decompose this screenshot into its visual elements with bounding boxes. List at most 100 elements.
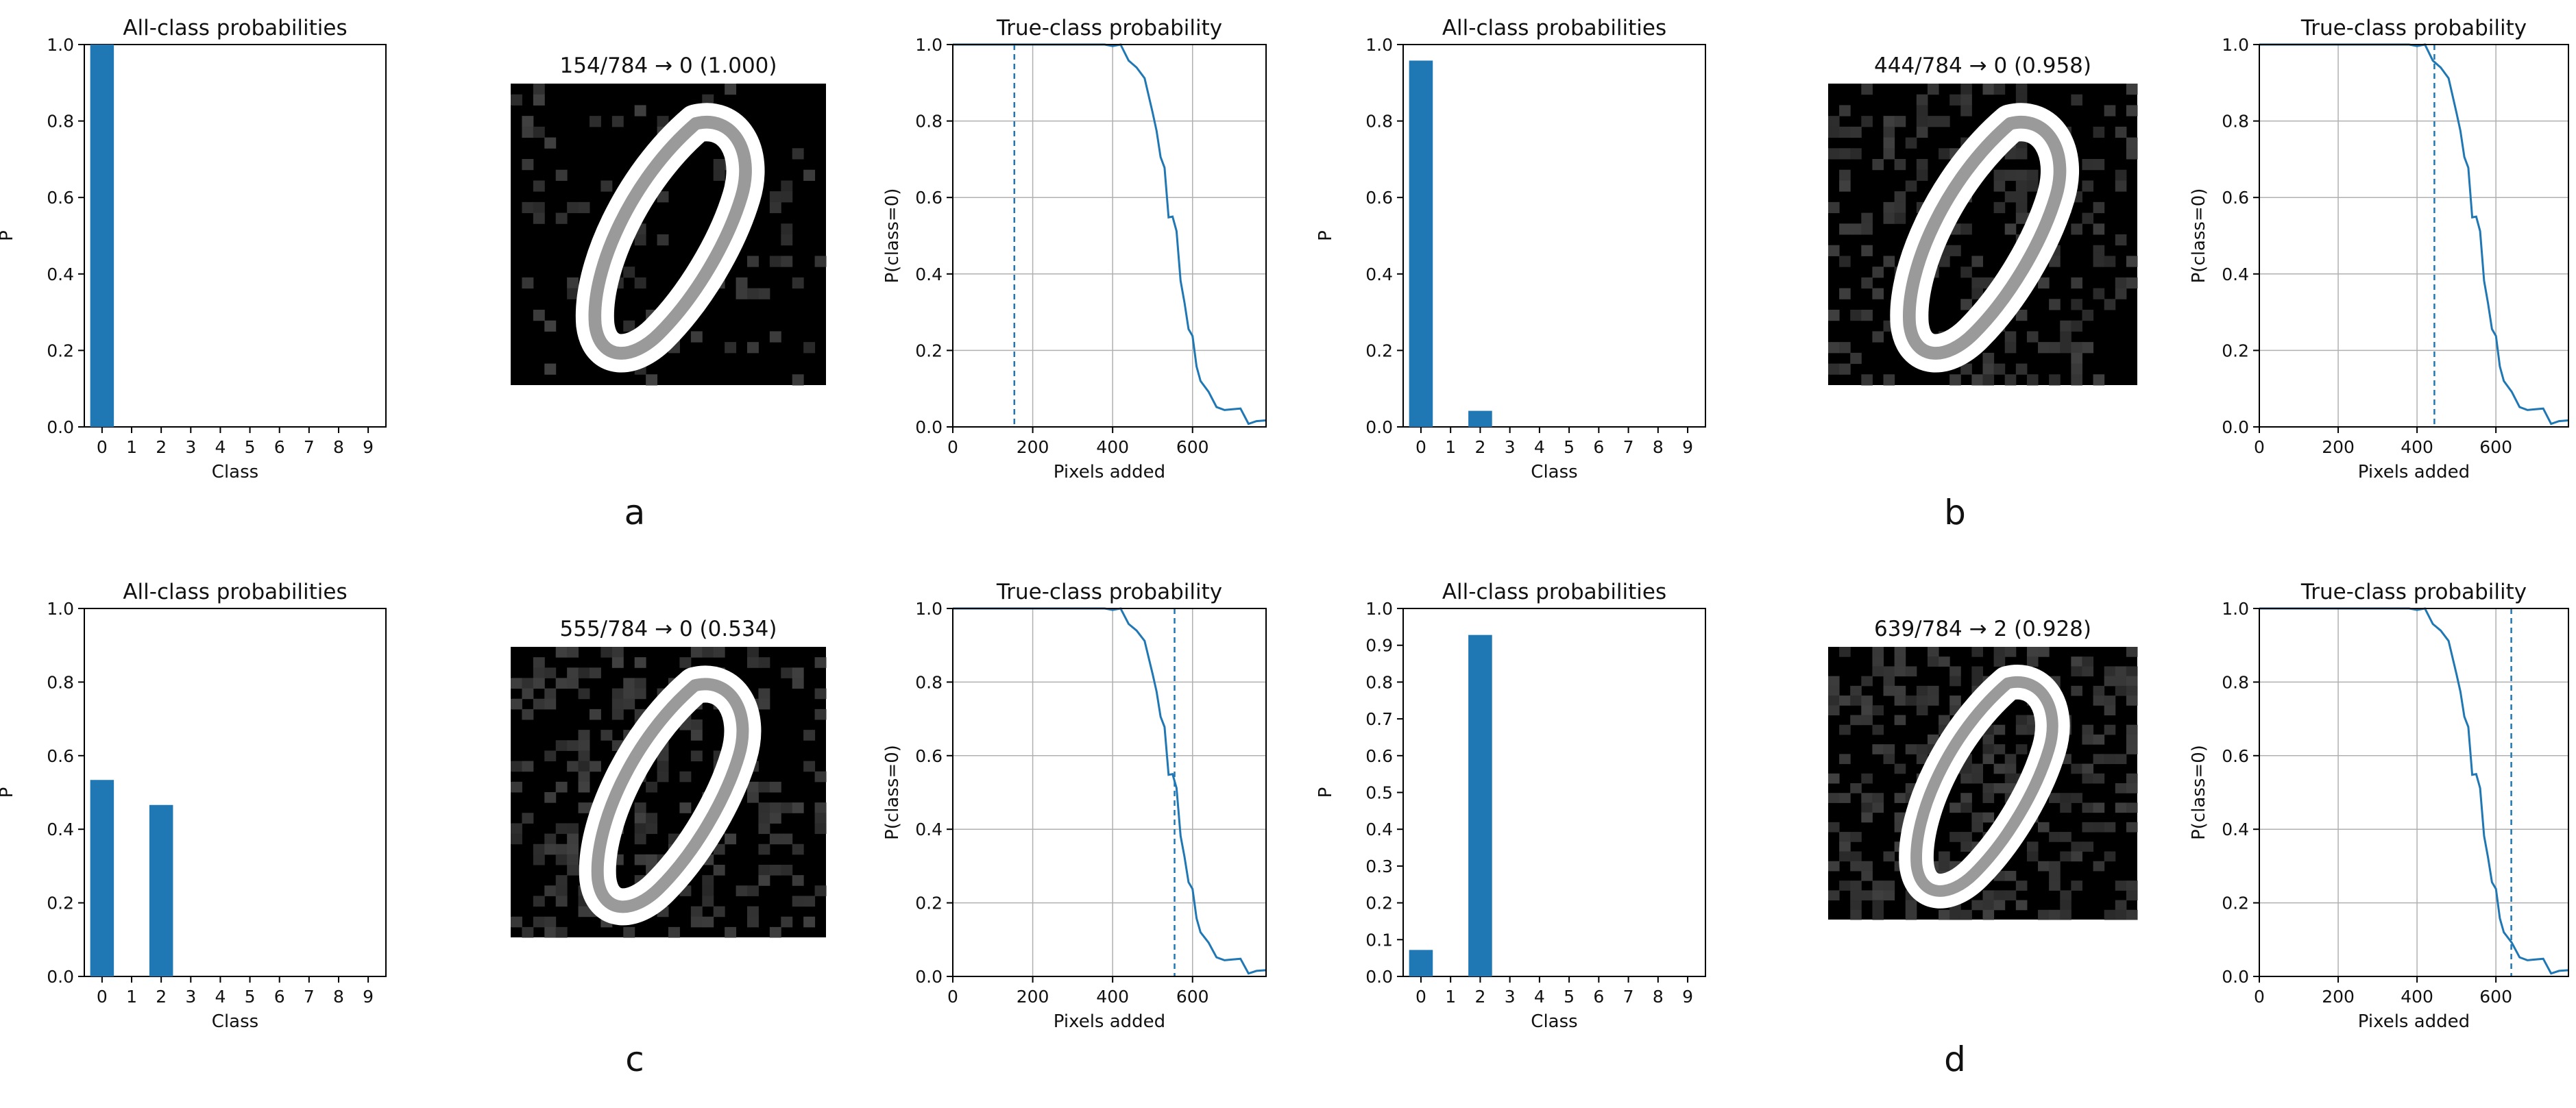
noise-pixel: [578, 750, 590, 762]
noise-pixel: [1982, 754, 1995, 765]
noise-pixel: [2038, 861, 2050, 872]
curve-y-tick-label: 0.0: [915, 417, 943, 437]
noise-pixel: [679, 657, 692, 668]
noise-pixel: [533, 126, 545, 138]
noise-pixel: [2071, 223, 2082, 235]
noise-pixel: [781, 191, 793, 203]
noise-pixel: [623, 267, 635, 278]
noise-pixel: [2082, 802, 2094, 813]
noise-pixel: [1883, 754, 1895, 765]
noise-pixel: [2071, 320, 2082, 332]
bar-class-0: [90, 780, 114, 976]
noise-pixel: [2049, 256, 2061, 267]
noise-pixel: [792, 148, 804, 160]
noise-pixel: [814, 688, 827, 700]
noise-pixel: [1982, 744, 1995, 754]
noise-pixel: [814, 771, 827, 783]
noise-pixel: [1905, 666, 1917, 677]
noise-pixel: [2082, 656, 2094, 667]
noise-pixel: [1949, 245, 1961, 256]
bar-x-tick-label: 1: [1445, 437, 1456, 457]
noise-pixel: [2060, 890, 2071, 901]
noise-pixel: [1850, 851, 1862, 862]
noise-pixel: [1839, 105, 1851, 116]
noise-pixel: [533, 698, 545, 710]
bar-x-tick-label: 2: [1474, 437, 1485, 457]
noise-pixel: [1993, 724, 2006, 735]
noise-pixel: [1839, 724, 1851, 735]
noise-pixel: [1916, 126, 1928, 138]
bar-y-axis-label: P: [1315, 787, 1336, 798]
noise-pixel: [1960, 793, 1972, 803]
noise-pixel: [1960, 94, 1972, 106]
noise-pixel: [522, 813, 534, 824]
noise-pixel: [781, 916, 793, 928]
curve-y-axis-label: P(class=0): [882, 188, 903, 284]
noise-pixel: [2082, 212, 2094, 224]
noise-pixel: [1828, 695, 1840, 706]
noise-pixel: [2126, 890, 2138, 901]
noise-pixel: [555, 781, 568, 793]
noise-pixel: [814, 813, 827, 824]
noise-pixel: [769, 833, 781, 845]
bar-x-tick-label: 1: [126, 437, 137, 457]
noise-pixel: [1828, 861, 1840, 872]
curve-x-tick-label: 400: [2401, 437, 2433, 457]
noise-pixel: [781, 234, 793, 246]
noise-pixel: [2015, 881, 2028, 891]
noise-pixel: [1894, 159, 1906, 171]
noise-pixel: [1971, 676, 1983, 687]
noise-pixel: [769, 331, 781, 343]
noise-pixel: [2004, 870, 2017, 881]
curve-chart-title: True-class probability: [996, 580, 1222, 604]
digit-image-title: 555/784 → 0 (0.534): [560, 617, 777, 641]
noise-pixel: [1850, 715, 1862, 726]
noise-pixel: [657, 116, 669, 127]
noise-pixel: [555, 854, 568, 865]
bar-y-tick-label: 0.2: [1365, 341, 1393, 360]
noise-pixel: [1905, 137, 1917, 149]
noise-pixel: [747, 916, 759, 928]
noise-pixel: [1982, 734, 1995, 745]
noise-pixel: [578, 688, 590, 700]
noise-pixel: [1905, 909, 1917, 920]
bar-y-tick-label: 0.4: [1365, 264, 1393, 284]
bar-x-tick-label: 6: [1593, 437, 1604, 457]
bar-x-tick-label: 2: [156, 437, 167, 457]
bar-x-tick-label: 7: [1623, 437, 1634, 457]
noise-pixel: [725, 84, 737, 95]
noise-pixel: [1883, 212, 1895, 224]
curve-y-tick-label: 0.0: [2222, 967, 2249, 987]
curve-x-tick-label: 600: [1176, 437, 1209, 457]
panel-letter-b: b: [1944, 493, 1966, 532]
bar-chart-title: All-class probabilities: [1442, 580, 1666, 604]
noise-pixel: [2115, 754, 2127, 765]
noise-pixel: [1850, 685, 1862, 696]
noise-pixel: [1872, 909, 1884, 920]
noise-pixel: [1839, 169, 1851, 181]
noise-pixel: [1894, 812, 1906, 823]
noise-pixel: [522, 277, 534, 289]
noise-pixel: [1839, 793, 1851, 803]
curve-y-tick-label: 0.8: [2222, 672, 2249, 692]
noise-pixel: [792, 277, 804, 289]
curve-x-tick-label: 400: [2401, 987, 2433, 1007]
bar-y-tick-label: 0.3: [1365, 857, 1393, 876]
noise-pixel: [1971, 900, 1983, 911]
curve-chart-title: True-class probability: [2300, 16, 2527, 40]
curve-x-tick-label: 0: [2254, 437, 2265, 457]
noise-pixel: [702, 875, 714, 886]
curve-y-tick-label: 0.8: [915, 672, 943, 692]
noise-pixel: [814, 709, 827, 720]
bar-x-tick-label: 2: [1474, 987, 1485, 1007]
noise-pixel: [2060, 342, 2071, 354]
noise-pixel: [2126, 773, 2138, 784]
noise-pixel: [1927, 695, 1939, 706]
noise-pixel: [1850, 148, 1862, 160]
curve-plot-frame: [952, 44, 1267, 428]
noise-pixel: [533, 212, 545, 224]
noise-pixel: [747, 781, 759, 793]
noise-pixel: [2071, 363, 2082, 375]
noise-pixel: [2026, 851, 2039, 862]
noise-pixel: [1993, 763, 2006, 774]
